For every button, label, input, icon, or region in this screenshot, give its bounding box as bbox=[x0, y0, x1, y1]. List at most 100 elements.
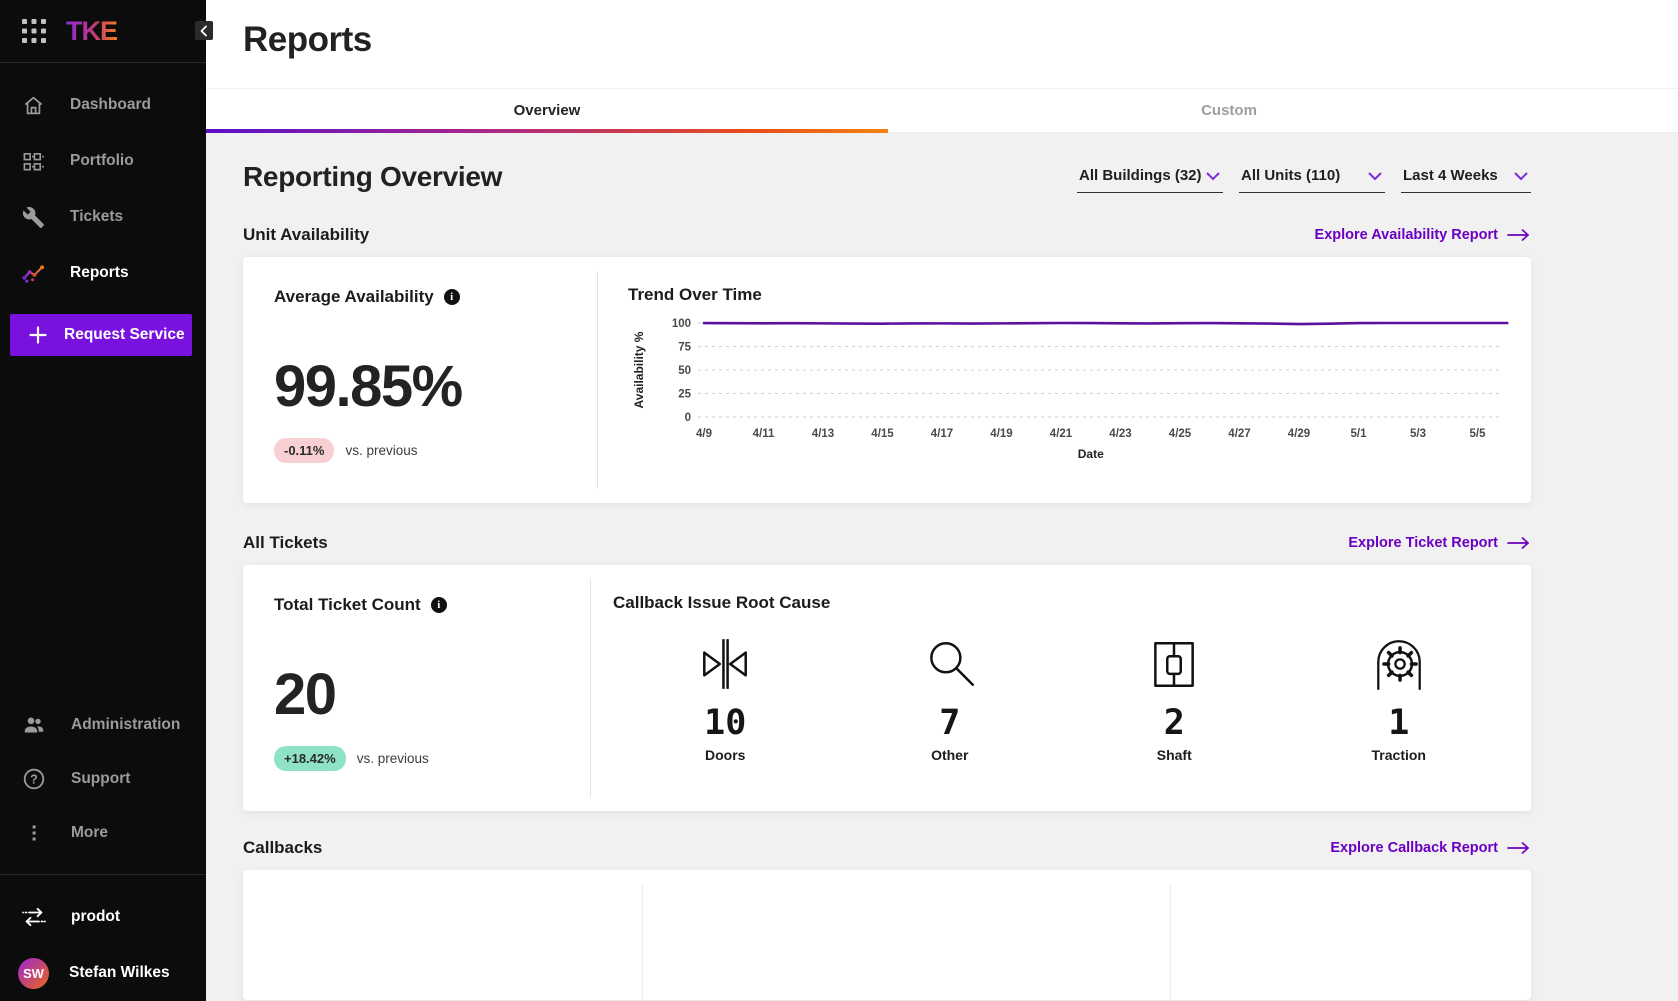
request-service-label: Request Service bbox=[64, 326, 185, 343]
info-icon[interactable]: i bbox=[430, 597, 447, 613]
app-grid-button[interactable] bbox=[21, 18, 47, 44]
sidebar-item-portfolio[interactable]: Portfolio bbox=[0, 133, 206, 189]
sidebar-item-reports[interactable]: Reports bbox=[0, 245, 206, 301]
more-dots-icon bbox=[32, 825, 36, 841]
card-divider bbox=[597, 271, 598, 489]
magnifier-icon bbox=[929, 642, 974, 686]
link-label: Explore Availability Report bbox=[1314, 227, 1498, 243]
page-header: Reports bbox=[206, 0, 1678, 88]
svg-text:50: 50 bbox=[678, 365, 691, 377]
page-title: Reports bbox=[243, 20, 372, 59]
svg-text:4/23: 4/23 bbox=[1109, 428, 1131, 440]
svg-text:4/29: 4/29 bbox=[1288, 428, 1310, 440]
delta-badge: +18.42% bbox=[274, 746, 346, 771]
svg-text:4/19: 4/19 bbox=[990, 428, 1012, 440]
sidebar-item-label: Support bbox=[71, 770, 131, 787]
sidebar-nav: Dashboard Portfolio Tickets bbox=[0, 63, 206, 301]
request-service-button[interactable]: Request Service bbox=[10, 314, 192, 356]
availability-trend-line-chart: 0 25 50 75 100 4/9 4/11 4/13 4/15 4/17 4/19 4/21 4/2… bbox=[632, 318, 1509, 461]
svg-text:Availability %: Availability % bbox=[632, 331, 646, 408]
people-icon bbox=[24, 717, 44, 733]
sidebar-item-administration[interactable]: Administration bbox=[0, 698, 206, 752]
org-switcher[interactable]: prodot bbox=[0, 889, 206, 945]
svg-text:5/1: 5/1 bbox=[1351, 428, 1368, 440]
user-menu[interactable]: SW Stefan Wilkes bbox=[0, 945, 206, 1001]
help-icon: ? bbox=[23, 768, 45, 790]
cause-other: 7 Other bbox=[838, 633, 1063, 763]
date-range-filter-dropdown[interactable]: Last 4 Weeks bbox=[1401, 167, 1531, 193]
tab-label: Overview bbox=[513, 102, 581, 119]
cause-value: 1 bbox=[1388, 703, 1410, 743]
explore-ticket-report-link[interactable]: Explore Ticket Report bbox=[1348, 535, 1531, 551]
total-ticket-count-metric: Total Ticket Count i 20 +18.42% vs. prev… bbox=[243, 565, 590, 811]
filter-value: All Buildings (32) bbox=[1079, 167, 1202, 184]
explore-callback-report-link[interactable]: Explore Callback Report bbox=[1330, 840, 1531, 856]
card-divider bbox=[1170, 884, 1172, 1000]
tab-custom[interactable]: Custom bbox=[888, 89, 1570, 132]
user-name: Stefan Wilkes bbox=[69, 964, 170, 981]
cause-label: Other bbox=[931, 747, 969, 763]
sidebar-item-label: Administration bbox=[71, 716, 181, 733]
svg-text:5/5: 5/5 bbox=[1470, 428, 1487, 440]
arrow-right-icon bbox=[1507, 842, 1529, 854]
org-label: prodot bbox=[71, 908, 121, 925]
svg-text:4/25: 4/25 bbox=[1169, 428, 1192, 440]
plus-icon bbox=[29, 326, 47, 344]
sidebar-item-support[interactable]: ? Support bbox=[0, 752, 206, 806]
units-filter-dropdown[interactable]: All Units (110) bbox=[1239, 167, 1385, 193]
reports-chart-icon bbox=[22, 264, 45, 283]
sidebar-item-tickets[interactable]: Tickets bbox=[0, 189, 206, 245]
sidebar-item-more[interactable]: More bbox=[0, 806, 206, 860]
tab-bar: Overview Custom bbox=[206, 88, 1678, 133]
sidebar-divider bbox=[0, 874, 206, 875]
svg-text:25: 25 bbox=[678, 389, 691, 401]
availability-card: Average Availability i 99.85% -0.11% vs.… bbox=[243, 257, 1531, 503]
callback-root-cause-panel: Callback Issue Root Cause 10 bbox=[591, 565, 1531, 811]
root-cause-title: Callback Issue Root Cause bbox=[613, 593, 831, 612]
cause-label: Doors bbox=[705, 747, 746, 763]
section-title: All Tickets bbox=[243, 533, 328, 552]
sidebar-item-dashboard[interactable]: Dashboard bbox=[0, 77, 206, 133]
card-divider bbox=[642, 884, 644, 1000]
link-label: Explore Callback Report bbox=[1330, 840, 1498, 856]
svg-text:4/27: 4/27 bbox=[1228, 428, 1250, 440]
svg-text:4/21: 4/21 bbox=[1050, 428, 1073, 440]
filter-value: Last 4 Weeks bbox=[1403, 167, 1498, 184]
cause-doors: 10 Doors bbox=[613, 633, 838, 763]
tickets-card: Total Ticket Count i 20 +18.42% vs. prev… bbox=[243, 565, 1531, 811]
cause-label: Traction bbox=[1371, 747, 1426, 763]
chart-title: Trend Over Time bbox=[628, 285, 762, 304]
home-icon bbox=[24, 96, 43, 114]
filter-value: All Units (110) bbox=[1241, 167, 1341, 184]
tab-label: Custom bbox=[1201, 102, 1257, 119]
avatar: SW bbox=[18, 957, 49, 989]
section-title: Unit Availability bbox=[243, 225, 370, 244]
svg-text:0: 0 bbox=[685, 412, 691, 424]
average-availability-metric: Average Availability i 99.85% -0.11% vs.… bbox=[243, 257, 597, 503]
sidebar-collapse-button[interactable] bbox=[195, 21, 213, 40]
tab-overview[interactable]: Overview bbox=[206, 89, 888, 133]
svg-text:5/3: 5/3 bbox=[1410, 428, 1426, 440]
root-cause-list: 10 Doors 7 Other bbox=[613, 633, 1511, 763]
info-icon[interactable]: i bbox=[443, 289, 460, 305]
svg-text:4/11: 4/11 bbox=[753, 428, 775, 440]
elevator-shaft-icon bbox=[1154, 642, 1195, 687]
trend-chart-panel: Trend Over Time 0 25 50 75 100 4/9 4/11 4/13 4/1… bbox=[598, 257, 1531, 503]
svg-text:4/17: 4/17 bbox=[931, 428, 953, 440]
elevator-doors-icon bbox=[703, 639, 748, 689]
svg-text:4/9: 4/9 bbox=[696, 428, 712, 440]
explore-availability-report-link[interactable]: Explore Availability Report bbox=[1315, 227, 1531, 243]
arrow-right-icon bbox=[1507, 537, 1529, 549]
tickets-section-header: All Tickets Explore Ticket Report bbox=[243, 533, 1531, 553]
svg-text:Date: Date bbox=[1078, 447, 1104, 461]
cause-shaft: 2 Shaft bbox=[1062, 633, 1287, 763]
active-tab-indicator bbox=[206, 129, 888, 133]
content-scroll-area[interactable]: Reporting Overview All Buildings (32) Al… bbox=[206, 133, 1678, 1001]
metric-value: 99.85% bbox=[274, 354, 463, 419]
overview-title: Reporting Overview bbox=[243, 161, 503, 192]
svg-text:100: 100 bbox=[672, 318, 691, 330]
buildings-filter-dropdown[interactable]: All Buildings (32) bbox=[1077, 167, 1223, 193]
link-label: Explore Ticket Report bbox=[1348, 535, 1498, 551]
grid-icon bbox=[22, 19, 46, 43]
